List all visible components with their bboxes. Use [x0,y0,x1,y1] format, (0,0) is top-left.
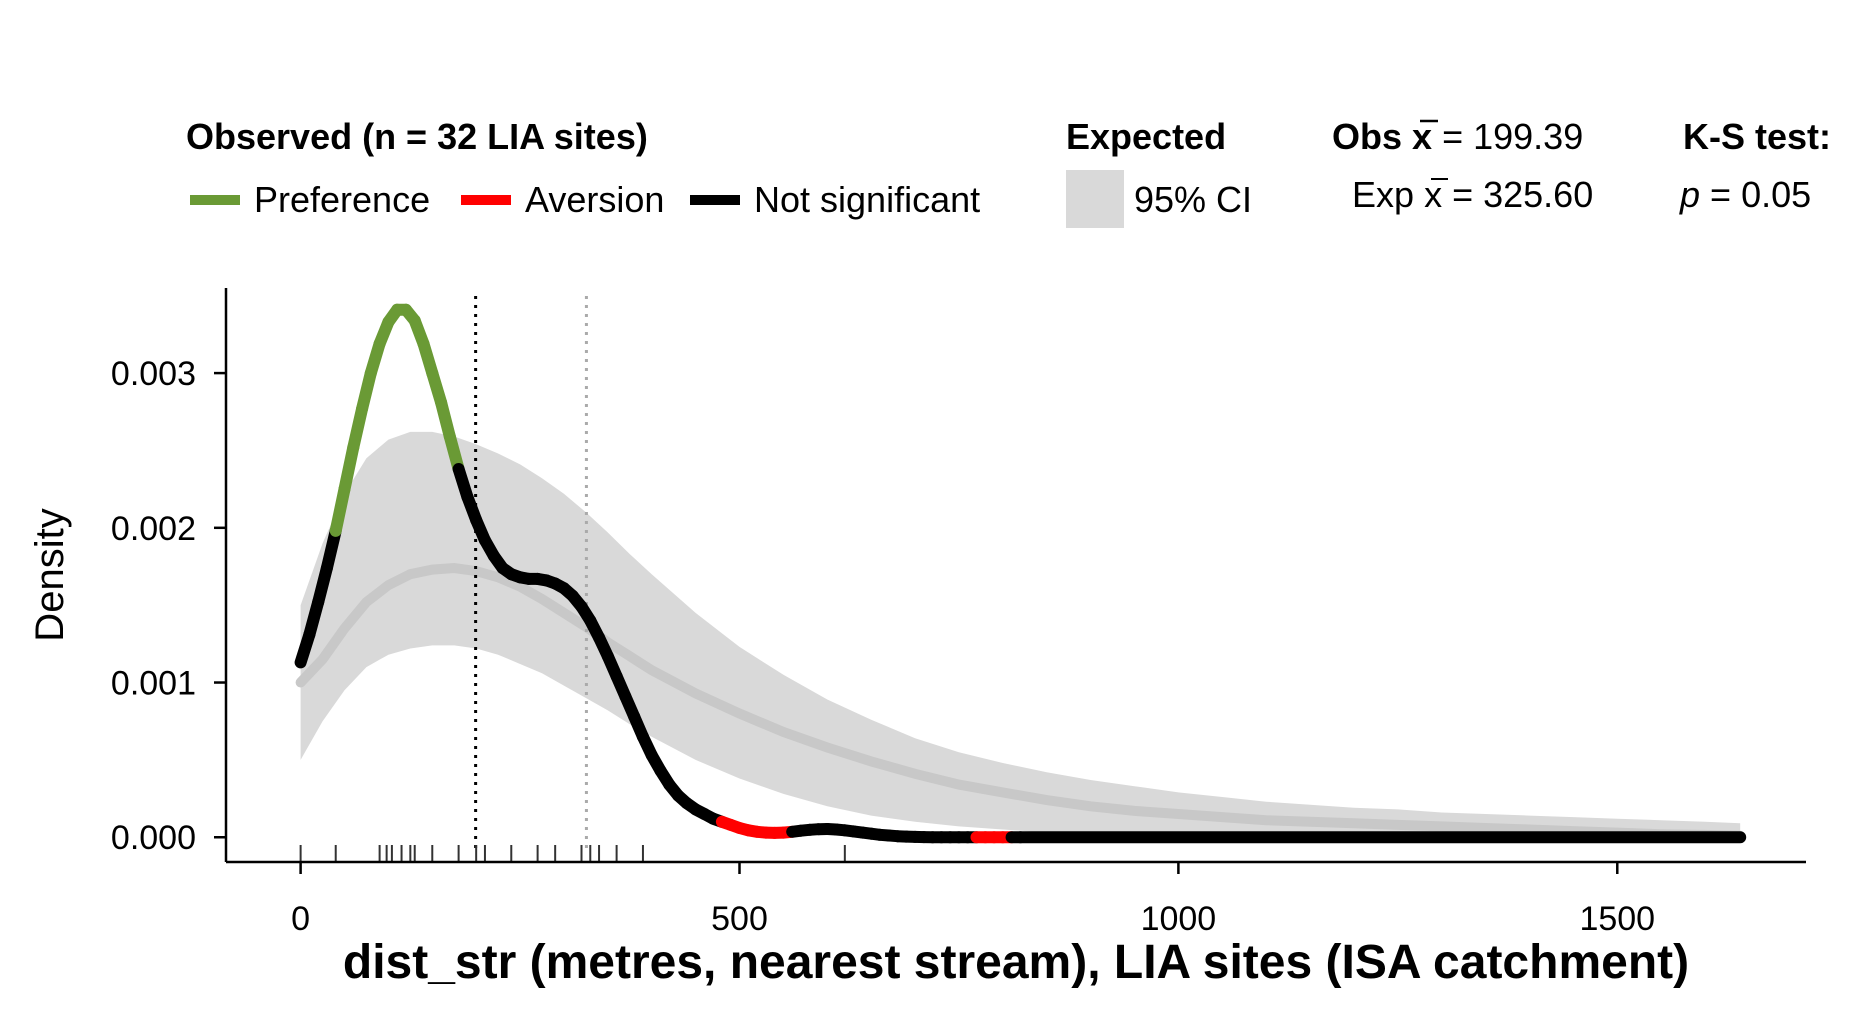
legend-expected-title: Expected [1066,116,1226,157]
obs-mean-symbol: x [1412,116,1432,157]
x-axis-title: dist_str (metres, nearest stream), LIA s… [343,936,1689,989]
legend-ci-label: 95% CI [1134,179,1252,220]
expected-mean-line-layer [295,562,1746,841]
legend-observed: Observed (n = 32 LIA sites) Preference A… [186,116,980,220]
y-axis-ticks: 0.000 0.001 0.002 0.003 [111,355,226,857]
y-axis-title: Density [28,508,72,641]
legend-not-significant-label: Not significant [754,179,980,220]
y-tick-label: 0.003 [111,355,196,393]
exp-mean-prefix: Exp [1352,174,1414,215]
exp-mean-value: = 325.60 [1452,174,1593,215]
legend-ks-test: K-S test: p = 0.05 [1679,116,1831,215]
y-tick-label: 0.001 [111,665,196,703]
x-axis-ticks: 0 500 1000 1500 [291,862,1655,938]
ks-p-symbol: p [1679,174,1700,215]
legend-means: Obs x = 199.39 Exp x = 325.60 [1332,116,1593,215]
mean-lines-layer [474,296,588,850]
expected-mean-line [295,562,1746,841]
ks-p-text: p = 0.05 [1679,174,1811,215]
expected-ci-band [300,431,1741,838]
legend-aversion-label: Aversion [525,179,664,220]
obs-mean-text: Obs x = 199.39 [1332,116,1583,157]
x-tick-label: 1500 [1579,900,1655,938]
observed-density-segment-preference [329,483,351,537]
obs-mean-value: = 199.39 [1442,116,1583,157]
legend-observed-title: Observed (n = 32 LIA sites) [186,116,648,157]
observed-density-segment-preference [356,367,377,415]
x-tick-label: 500 [711,900,768,938]
y-tick-label: 0.000 [111,819,196,857]
observed-density-segment-not-significant [320,524,342,574]
expected-ci-band-layer [300,431,1741,838]
rug-layer [299,845,846,862]
legend-expected: Expected 95% CI [1066,116,1252,228]
ks-p-value: = 0.05 [1710,174,1811,215]
x-tick-label: 1000 [1141,900,1217,938]
obs-mean-prefix: Obs [1332,116,1402,157]
exp-mean-symbol: x [1424,174,1442,215]
observed-density-segment-preference [347,402,369,454]
exp-mean-text: Exp x = 325.60 [1352,174,1593,215]
observed-density-layer [294,303,1747,844]
y-tick-label: 0.002 [111,510,196,548]
legend-preference-label: Preference [254,179,430,220]
observed-density-segment-preference [338,441,360,496]
ks-title: K-S test: [1683,116,1831,157]
x-tick-label: 0 [291,900,310,938]
legend-ci-swatch [1066,170,1124,228]
